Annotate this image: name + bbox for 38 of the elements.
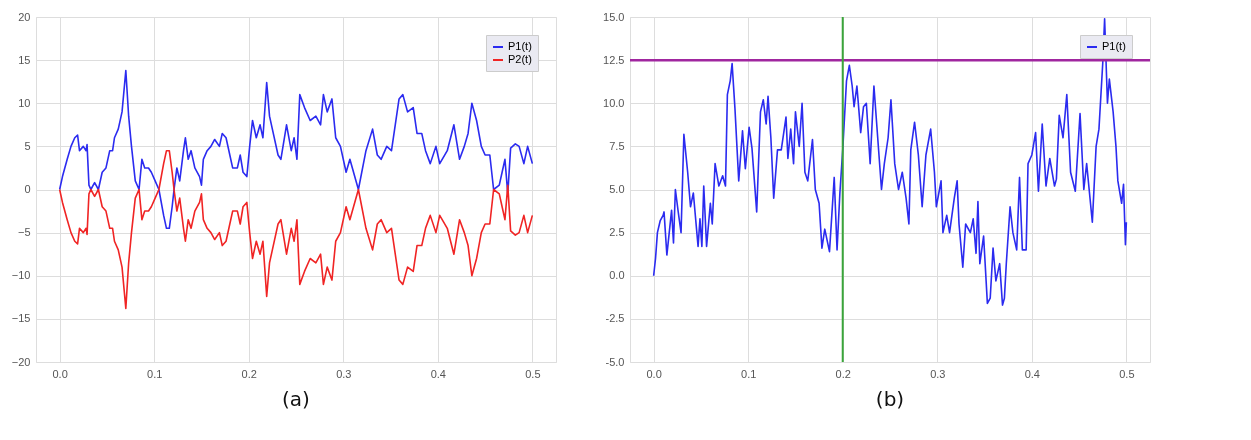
x-tick-label: 0.5 xyxy=(1119,367,1135,380)
y-tick-label: 15 xyxy=(18,53,31,66)
x-tick-label: 0.0 xyxy=(52,367,68,380)
y-tick-label: 12.5 xyxy=(603,53,625,66)
line-series xyxy=(58,69,534,230)
y-tick-label: 2.5 xyxy=(609,226,625,239)
legend-label: P1(t) xyxy=(508,40,532,52)
text: (a) xyxy=(282,387,310,411)
x-tick-label: 0.0 xyxy=(646,367,662,380)
x-tick-label: 0.2 xyxy=(835,367,851,380)
y-tick-label: −15 xyxy=(11,312,31,325)
x-tick-label: 0.4 xyxy=(430,367,446,380)
legend-label: P2(t) xyxy=(508,53,532,65)
y-tick-label: 7.5 xyxy=(609,139,625,152)
y-tick-label: 10 xyxy=(18,96,31,109)
y-tick-label: 5.0 xyxy=(609,183,625,195)
legend-label: P1(t) xyxy=(1102,40,1126,52)
y-tick-label: −20 xyxy=(11,355,31,368)
y-tick-label: 0 xyxy=(24,183,31,195)
x-tick-label: 0.1 xyxy=(147,367,163,380)
y-tick-label: 20 xyxy=(18,10,31,23)
y-tick-label: 5 xyxy=(24,139,31,152)
line-series xyxy=(58,149,534,310)
x-tick-label: 0.1 xyxy=(741,367,757,380)
line-series xyxy=(652,17,1128,306)
y-tick-label: 10.0 xyxy=(603,96,625,109)
x-tick-label: 0.5 xyxy=(525,367,541,380)
y-tick-label: −5 xyxy=(17,226,31,239)
text: (b) xyxy=(875,387,905,411)
x-tick-label: 0.3 xyxy=(930,367,946,380)
x-tick-label: 0.4 xyxy=(1024,367,1040,380)
y-tick-label: −10 xyxy=(11,269,31,282)
y-tick-label: -2.5 xyxy=(605,312,625,325)
x-tick-label: 0.2 xyxy=(241,367,257,380)
x-tick-label: 0.3 xyxy=(336,367,352,380)
y-tick-label: 0.0 xyxy=(609,269,625,282)
y-tick-label: -5.0 xyxy=(605,355,625,368)
y-tick-label: 15.0 xyxy=(603,10,625,23)
